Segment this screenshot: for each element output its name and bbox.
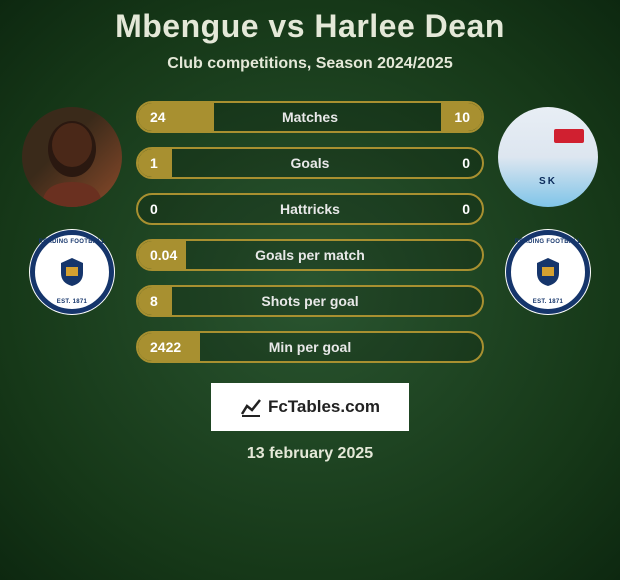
stat-label: Min per goal xyxy=(269,339,351,355)
chart-icon xyxy=(240,396,262,418)
stat-row: 0.04 Goals per match xyxy=(136,239,484,271)
stat-label: Matches xyxy=(282,109,338,125)
stat-value-right: 0 xyxy=(462,201,470,217)
comparison-card: Mbengue vs Harlee Dean Club competitions… xyxy=(0,0,620,463)
stat-value-left: 24 xyxy=(150,109,166,125)
page-title: Mbengue vs Harlee Dean xyxy=(0,8,620,45)
club-est-bottom: EST. 1871 xyxy=(57,299,87,305)
stat-row: 24 Matches 10 xyxy=(136,101,484,133)
left-column: READING FOOTBALL EST. 1871 xyxy=(22,101,122,315)
stat-value-left: 8 xyxy=(150,293,158,309)
main-area: READING FOOTBALL EST. 1871 24 Matches 10 1 G… xyxy=(0,101,620,363)
stat-label: Hattricks xyxy=(280,201,340,217)
player1-club-badge: READING FOOTBALL EST. 1871 xyxy=(29,229,115,315)
stat-label: Goals xyxy=(291,155,330,171)
club-name-top: READING FOOTBALL xyxy=(39,239,106,245)
stat-row: 2422 Min per goal xyxy=(136,331,484,363)
player2-avatar xyxy=(498,107,598,207)
club-est-bottom: EST. 1871 xyxy=(533,299,563,305)
subtitle: Club competitions, Season 2024/2025 xyxy=(0,55,620,73)
stat-value-right: 10 xyxy=(454,109,470,125)
right-column: READING FOOTBALL EST. 1871 xyxy=(498,101,598,315)
club-name-top: READING FOOTBALL xyxy=(515,239,582,245)
club-crest-icon xyxy=(531,255,565,289)
player1-avatar xyxy=(22,107,122,207)
stats-list: 24 Matches 10 1 Goals 0 0 Hattricks 0 0.04 Goals p… xyxy=(136,101,484,363)
player1-silhouette-icon xyxy=(22,107,122,207)
brand-text: FcTables.com xyxy=(268,397,380,417)
stat-value-right: 0 xyxy=(462,155,470,171)
stat-row: 8 Shots per goal xyxy=(136,285,484,317)
stat-label: Shots per goal xyxy=(261,293,358,309)
player2-club-badge: READING FOOTBALL EST. 1871 xyxy=(505,229,591,315)
stat-value-left: 0.04 xyxy=(150,247,177,263)
stat-label: Goals per match xyxy=(255,247,365,263)
club-crest-icon xyxy=(55,255,89,289)
stat-value-left: 0 xyxy=(150,201,158,217)
brand-logo: FcTables.com xyxy=(211,383,409,431)
stat-value-left: 1 xyxy=(150,155,158,171)
stat-row: 1 Goals 0 xyxy=(136,147,484,179)
stat-value-left: 2422 xyxy=(150,339,181,355)
stat-row: 0 Hattricks 0 xyxy=(136,193,484,225)
date-text: 13 february 2025 xyxy=(0,445,620,463)
